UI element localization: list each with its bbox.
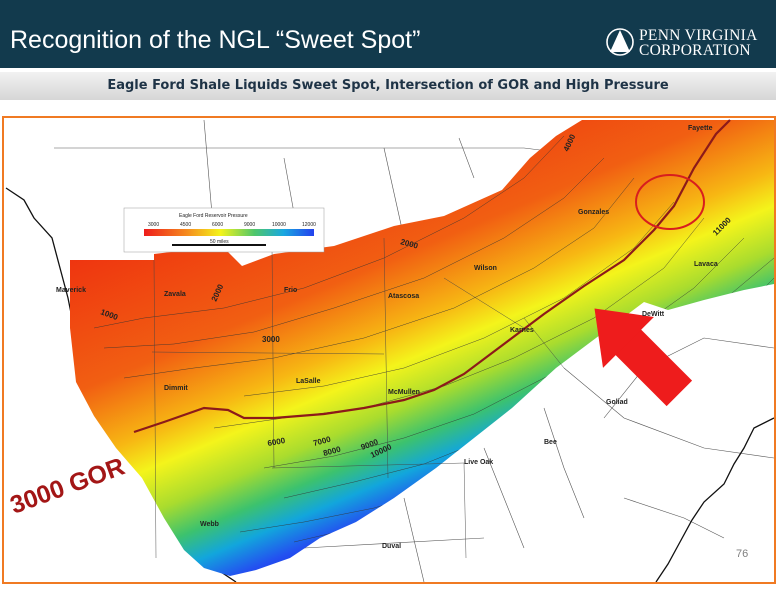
subtitle-bar: Eagle Ford Shale Liquids Sweet Spot, Int…	[0, 72, 776, 100]
sweet-spot-arrow-icon	[594, 308, 693, 407]
gor-3000-label: 3000 GOR	[6, 452, 128, 519]
county-labels: Fayette Gonzales Wilson Atascosa Frio Za…	[56, 125, 718, 550]
county-label: Bee	[544, 439, 557, 446]
page-number: 76	[736, 548, 749, 560]
county-label: Atascosa	[388, 293, 419, 300]
header-bar: Recognition of the NGL “Sweet Spot” PENN…	[0, 0, 776, 68]
legend-tick: 9000	[244, 222, 255, 228]
county-label: Live Oak	[464, 459, 493, 466]
legend-color-bar	[144, 229, 314, 236]
county-label: Goliad	[606, 399, 628, 406]
pressure-legend: Eagle Ford Reservoir Pressure 3000 4500 …	[123, 207, 325, 253]
gor-3000-line	[133, 119, 731, 434]
county-label: Lavaca	[694, 261, 718, 268]
gulf-coastline	[655, 417, 774, 582]
legend-tick: 12000	[302, 222, 316, 228]
county-label: Duval	[382, 543, 401, 550]
county-label: Frio	[284, 287, 297, 294]
legend-tick: 3000	[148, 222, 159, 228]
county-label: Karnes	[510, 327, 534, 334]
map-frame: Eagle Ford Reservoir Pressure 3000 4500 …	[2, 116, 776, 584]
slide-title: Recognition of the NGL “Sweet Spot”	[10, 26, 421, 54]
legend-tick: 6000	[212, 222, 223, 228]
company-logo: PENN VIRGINIA CORPORATION	[606, 24, 768, 66]
slide-subtitle: Eagle Ford Shale Liquids Sweet Spot, Int…	[107, 78, 669, 93]
county-label: Maverick	[56, 287, 86, 294]
county-lines-overlay	[151, 237, 565, 559]
county-label: LaSalle	[296, 378, 321, 385]
county-label: DeWitt	[642, 311, 665, 318]
sweet-spot-circle	[635, 174, 705, 230]
logo-line-2: CORPORATION	[639, 42, 751, 59]
eagle-ford-map: Eagle Ford Reservoir Pressure 3000 4500 …	[5, 119, 774, 582]
county-label: Fayette	[688, 125, 713, 132]
county-label: McMullen	[388, 389, 420, 396]
legend-title: Eagle Ford Reservoir Pressure	[179, 213, 248, 219]
logo-triangle-icon	[606, 28, 634, 56]
county-label: Gonzales	[578, 209, 609, 216]
logo-line-1: PENN VIRGINIA	[639, 27, 758, 44]
legend-tick: 4500	[180, 222, 191, 228]
county-label: Dimmit	[164, 385, 188, 392]
contour-label: 3000	[262, 335, 280, 344]
legend-tick: 10000	[272, 222, 286, 228]
county-label: Wilson	[474, 265, 497, 272]
contour-label: 6000	[267, 436, 287, 448]
legend-scale-label: 50 miles	[210, 239, 229, 245]
county-label: Webb	[200, 521, 219, 528]
county-boundaries	[54, 119, 774, 582]
county-label: Zavala	[164, 291, 186, 298]
